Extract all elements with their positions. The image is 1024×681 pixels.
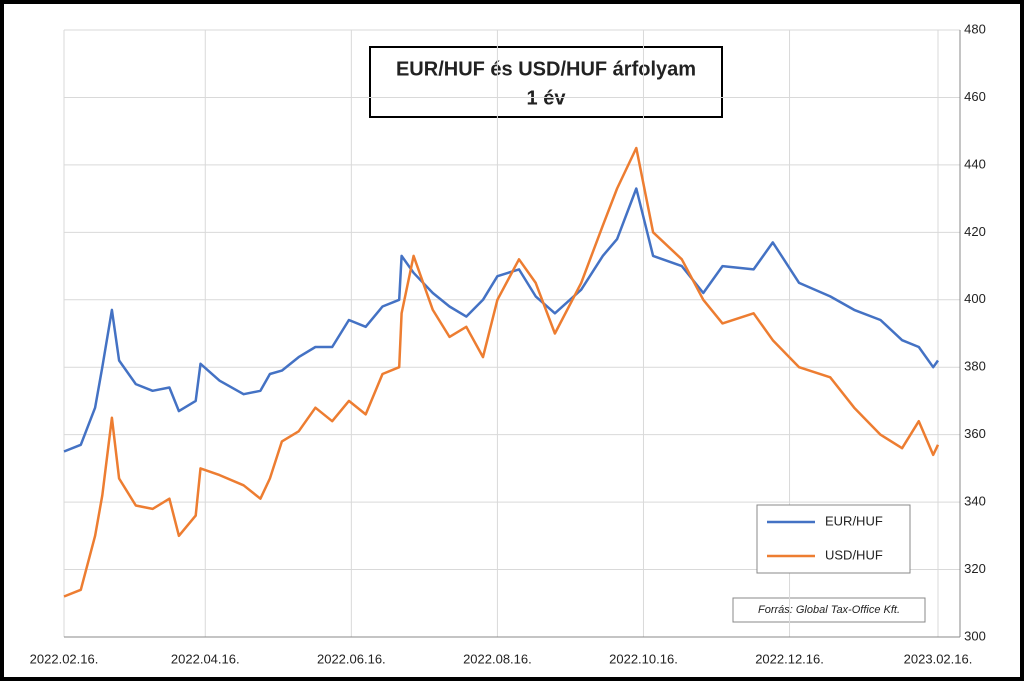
title-box [369,46,723,118]
x-tick-label: 2022.12.16. [755,651,824,666]
y-tick-label: 400 [964,291,986,306]
annotation-box [732,597,926,623]
legend-box [756,504,911,574]
chart-title: EUR/HUF és USD/HUF árfolyam [396,58,696,80]
y-tick-label: 460 [964,89,986,104]
x-tick-label: 2022.06.16. [317,651,386,666]
legend-label: USD/HUF [825,547,883,562]
y-tick-label: 340 [964,494,986,509]
x-tick-label: 2023.02.16. [904,651,973,666]
y-tick-label: 320 [964,561,986,576]
chart-subtitle: 1 év [527,87,567,109]
y-tick-label: 480 [964,21,986,36]
y-tick-label: 380 [964,359,986,374]
x-tick-label: 2022.10.16. [609,651,678,666]
x-tick-label: 2022.08.16. [463,651,532,666]
x-tick-label: 2022.02.16. [30,651,99,666]
y-tick-label: 440 [964,156,986,171]
x-tick-label: 2022.04.16. [171,651,240,666]
y-tick-label: 360 [964,426,986,441]
legend-label: EUR/HUF [825,513,883,528]
y-tick-label: 420 [964,224,986,239]
y-tick-label: 300 [964,628,986,643]
line-series [63,146,940,598]
annotation: Forrás: Global Tax-Office Kft. [758,604,900,616]
